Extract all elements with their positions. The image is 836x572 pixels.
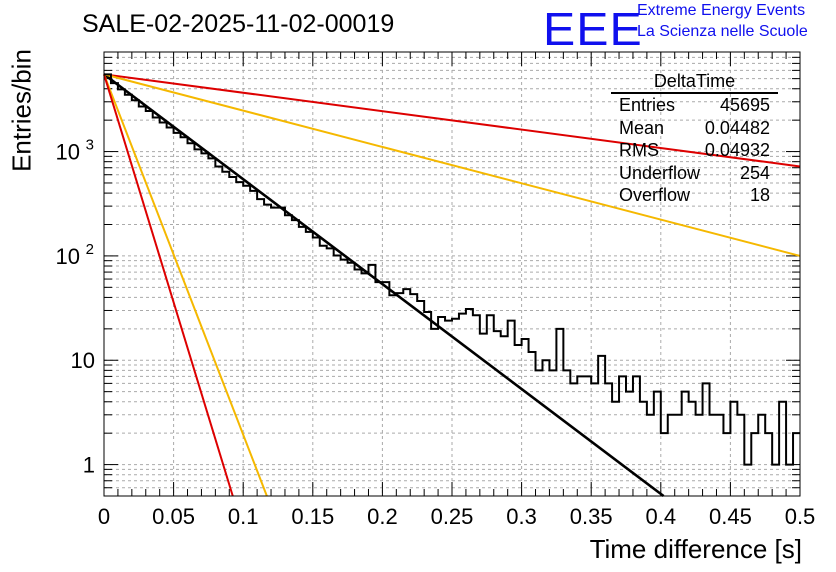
- x-tick-label: 0.5: [785, 504, 816, 529]
- stats-value: 0.04482: [704, 117, 770, 138]
- stats-label: Overflow: [619, 185, 691, 205]
- axis-ticks: [103, 51, 801, 497]
- curve-red-fast: [103, 74, 234, 497]
- org-name-line1: Extreme Energy Events: [637, 2, 806, 19]
- fit-curves: [103, 73, 801, 498]
- stats-value: 45695: [719, 95, 770, 115]
- stats-row-mean: Mean 0.04482: [608, 117, 778, 140]
- plot-frame: [103, 51, 801, 497]
- x-tick-label: 0.05: [152, 504, 195, 529]
- stats-value: 254: [739, 162, 770, 183]
- stats-value: 18: [749, 185, 770, 205]
- stats-box: DeltaTime Entries 45695 Mean 0.04482 RMS…: [608, 70, 778, 207]
- stats-row-entries: Entries 45695: [608, 94, 778, 117]
- x-tick-label: 0.45: [709, 504, 752, 529]
- stats-row-overflow: Overflow 18: [608, 184, 778, 207]
- stats-title: DeltaTime: [611, 70, 778, 94]
- curve-red-slow: [103, 73, 801, 168]
- x-tick-label: 0.3: [506, 504, 537, 529]
- stats-value: 0.04932: [704, 140, 770, 160]
- y-axis-title: Entries/bin: [6, 49, 37, 172]
- x-tick-label: 0.2: [367, 504, 398, 529]
- grid-lines: [103, 51, 801, 497]
- y-tick-exponent: 3: [86, 137, 94, 154]
- histogram-line: [104, 73, 800, 466]
- curve-fit: [103, 73, 665, 498]
- x-tick-label: 0: [98, 504, 110, 529]
- y-tick-label: 10: [56, 244, 80, 269]
- stats-row-underflow: Underflow 254: [608, 162, 778, 185]
- histogram-series: [104, 73, 800, 466]
- y-tick-labels: 1 10 10 2 10 3: [56, 137, 95, 478]
- stats-label: Underflow: [619, 162, 701, 183]
- y-tick-label: 10: [71, 348, 95, 373]
- x-tick-label: 0.4: [646, 504, 677, 529]
- stats-label: Mean: [619, 117, 665, 138]
- x-tick-label: 0.25: [431, 504, 474, 529]
- y-tick-label: 10: [56, 140, 80, 165]
- stats-label: Entries: [619, 95, 676, 115]
- stats-label: RMS: [619, 140, 659, 160]
- x-tick-label: 0.35: [570, 504, 613, 529]
- stats-row-rms: RMS 0.04932: [608, 139, 778, 162]
- x-tick-label: 0.1: [228, 504, 259, 529]
- curve-orange-fast: [103, 73, 268, 497]
- x-tick-label: 0.15: [291, 504, 334, 529]
- y-tick-exponent: 2: [86, 241, 94, 258]
- chart-title: SALE-02-2025-11-02-00019: [82, 10, 395, 38]
- x-axis-title: Time difference [s]: [589, 534, 802, 564]
- y-tick-label: 1: [83, 453, 95, 478]
- eee-logo: EEE: [543, 3, 643, 55]
- curve-orange-slow: [103, 73, 801, 257]
- x-tick-labels: 0 0.05 0.1 0.15 0.2 0.25 0.3 0.35 0.4 0.45 0.5: [98, 504, 815, 529]
- org-name-line2: La Scienza nelle Scuole: [637, 23, 808, 40]
